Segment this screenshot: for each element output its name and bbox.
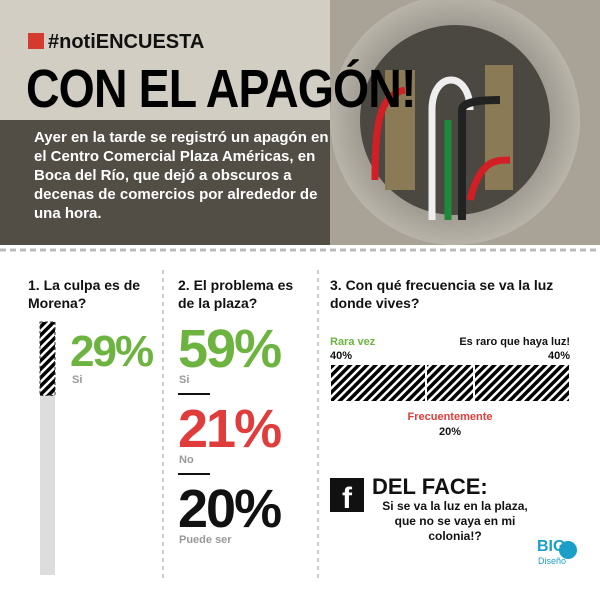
value-label: 29%	[70, 327, 154, 376]
logo-brand: BIG	[537, 538, 566, 555]
bar-segment	[331, 365, 425, 401]
value-label: 59%	[178, 319, 282, 379]
answer-label: Si	[72, 374, 83, 386]
photo-wire	[428, 76, 474, 220]
answer-label: Rara vez	[330, 336, 376, 348]
answer-label: Frecuentemente	[407, 411, 493, 423]
logo-mark	[559, 541, 577, 559]
hashtag: #notiENCUESTA	[48, 31, 205, 53]
value-label: 20%	[178, 479, 282, 539]
header-body: Ayer en la tarde se registró un apagón e…	[34, 129, 329, 222]
answer-label: Si	[179, 374, 190, 386]
answer-label: Es raro que haya luz!	[459, 336, 570, 348]
value-label: 40%	[330, 350, 353, 362]
facebook-icon	[330, 478, 364, 512]
bar-segment	[475, 365, 569, 401]
title: CON EL APAGÓN!	[26, 59, 416, 119]
answer-label: No	[179, 454, 194, 466]
bar	[39, 321, 56, 396]
photo-terminal	[485, 65, 513, 190]
quote-text: Si se va la luz en la plaza, que no se v…	[382, 499, 528, 543]
facebook-icon-f: f	[342, 482, 353, 515]
value-label: 40%	[547, 350, 570, 362]
photo-wire	[371, 86, 406, 181]
question: 2. El problema es de la plaza?	[178, 277, 294, 311]
quote-title: DEL FACE:	[372, 474, 488, 499]
logo-sub: Diseño	[538, 556, 567, 566]
answer-label: Puede ser	[179, 534, 232, 546]
value-label: 20%	[438, 426, 462, 438]
bar-segment	[427, 365, 473, 401]
photo-wire	[466, 156, 511, 201]
user-icon	[28, 33, 44, 49]
value-label: 21%	[178, 399, 282, 459]
question: 1. La culpa es de Morena?	[28, 277, 141, 311]
photo-wire	[458, 96, 501, 220]
question: 3. Con qué frecuencia se va la luz donde…	[330, 277, 554, 311]
